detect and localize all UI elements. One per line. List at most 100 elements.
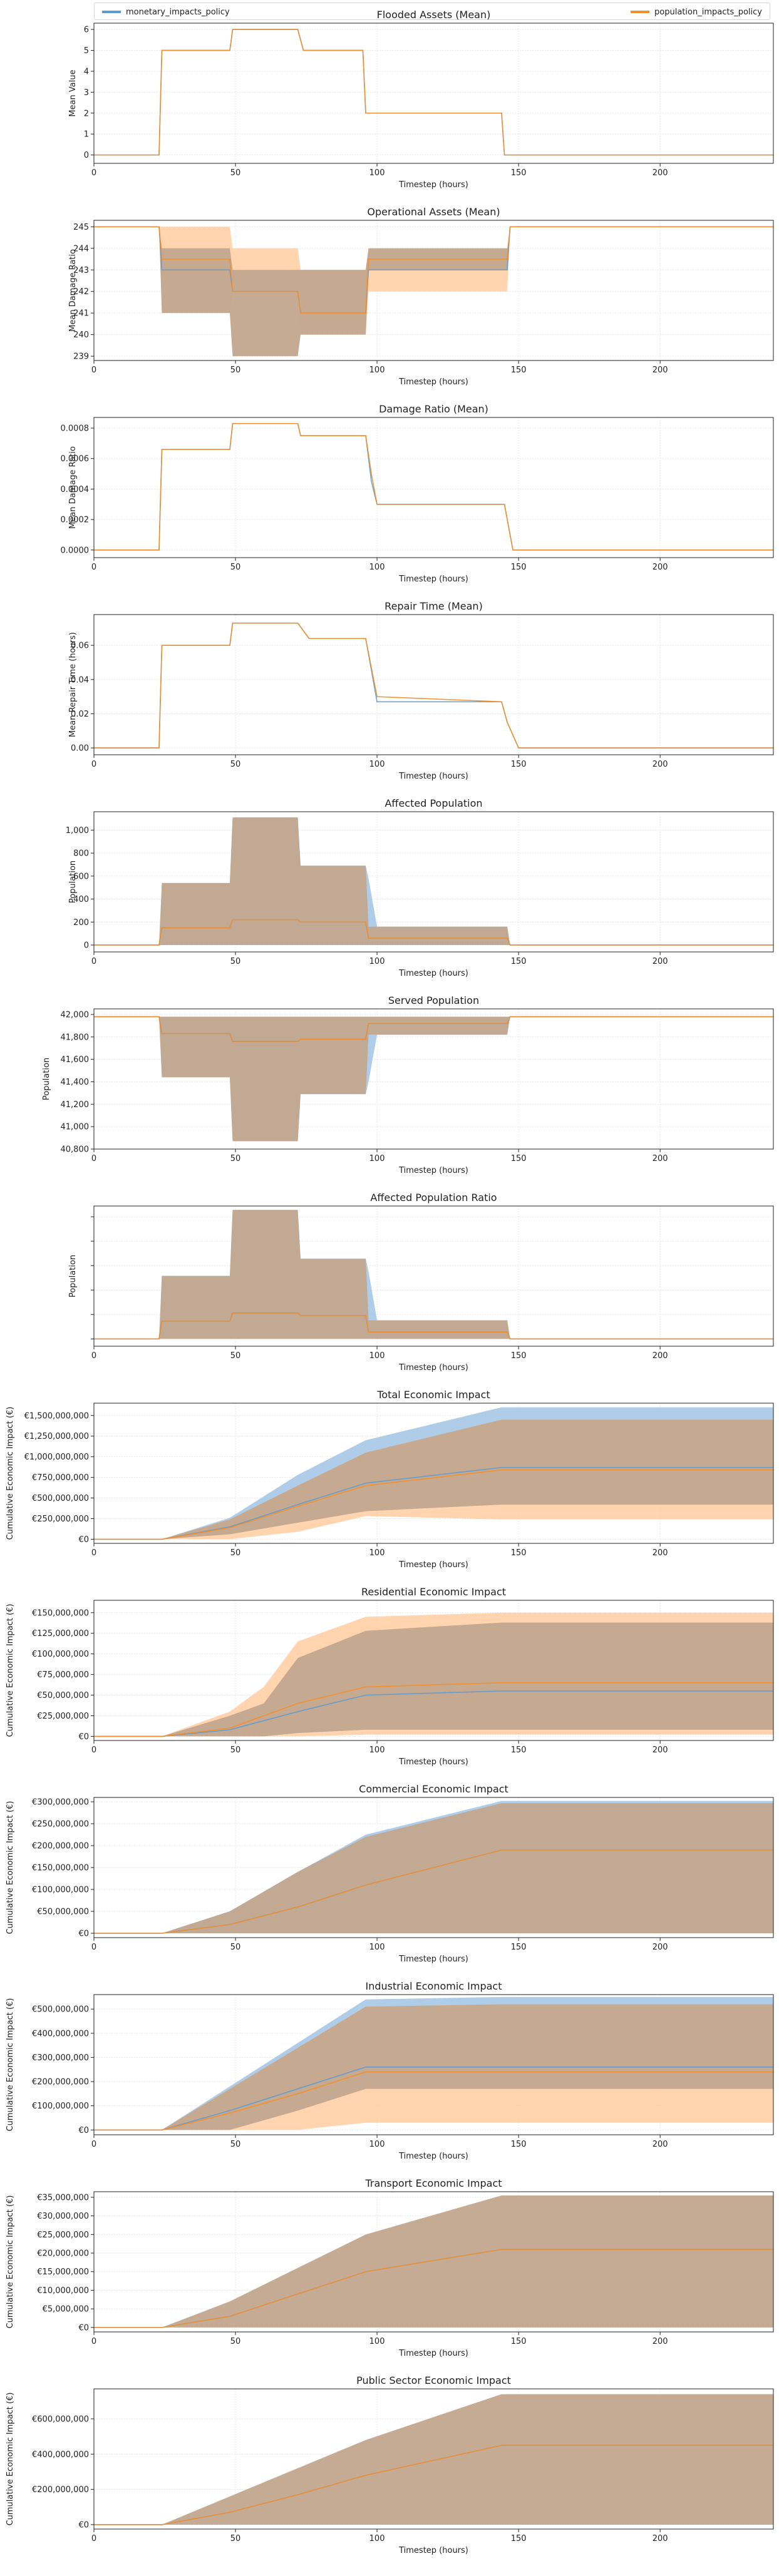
y-axis-label: Cumulative Economic Impact (€) — [6, 1604, 15, 1737]
x-axis-label: Timestep (hours) — [398, 180, 468, 190]
y-tick-label: 1 — [84, 130, 89, 140]
y-tick-label: €25,000,000 — [37, 1712, 89, 1721]
y-tick-label: 4 — [84, 67, 89, 76]
y-tick-label: €0 — [78, 1535, 89, 1545]
y-tick-label: €200,000,000 — [32, 2078, 89, 2087]
x-tick-label: 150 — [511, 1548, 527, 1558]
plot-area — [94, 417, 773, 558]
x-tick-label: 0 — [91, 168, 96, 178]
legend-label-population: population_impacts_policy — [654, 7, 762, 17]
y-axis-label: Cumulative Economic Impact (€) — [6, 1801, 15, 1935]
chart-title: Transport Economic Impact — [364, 2177, 502, 2189]
y-tick-label: €250,000,000 — [32, 1515, 89, 1524]
y-tick-label: 242 — [73, 287, 89, 297]
y-tick-label: €25,000,000 — [37, 2231, 89, 2240]
x-axis-label: Timestep (hours) — [398, 2152, 468, 2161]
y-tick-label: €1,250,000,000 — [24, 1432, 89, 1441]
x-tick-label: 150 — [511, 1745, 527, 1755]
x-tick-label: 100 — [369, 563, 385, 572]
x-tick-label: 150 — [511, 2140, 527, 2149]
band-overlap — [94, 1803, 773, 1933]
x-tick-label: 50 — [230, 168, 241, 178]
legend-swatch-population — [631, 11, 650, 13]
y-tick-label: 400 — [73, 895, 89, 904]
x-tick-label: 150 — [511, 2534, 527, 2543]
y-tick-label: €150,000,000 — [32, 1608, 89, 1618]
chart-2: Damage Ratio (Mean) 0 50 100 150 200 0.0000 0.0… — [61, 403, 774, 584]
y-tick-label: €100,000,000 — [32, 1650, 89, 1659]
chart-title: Served Population — [388, 994, 479, 1006]
y-tick-label: 243 — [73, 266, 89, 275]
x-axis-label: Timestep (hours) — [398, 377, 468, 387]
legend-item-monetary[interactable]: monetary_impacts_policy — [102, 6, 230, 18]
y-tick-label: €150,000,000 — [32, 1864, 89, 1873]
x-tick-label: 0 — [91, 1154, 96, 1163]
plot-frame — [93, 614, 774, 755]
y-tick-label: €125,000,000 — [32, 1629, 89, 1638]
y-axis-label: Cumulative Economic Impact (€) — [6, 1407, 15, 1540]
y-tick-label: 5 — [84, 46, 89, 56]
y-tick-label: €100,000,000 — [32, 2102, 89, 2111]
band-overlap — [94, 1210, 773, 1339]
plot-frame — [93, 1008, 774, 1150]
x-tick-label: 200 — [653, 760, 668, 769]
x-tick-label: 150 — [511, 957, 527, 966]
legend-item-population[interactable]: population_impacts_policy — [631, 6, 762, 18]
chart-12: Public Sector Economic Impact 0 50 100 150 20… — [6, 2374, 774, 2555]
x-tick-label: 100 — [369, 365, 385, 375]
y-tick-label: €500,000,000 — [32, 2005, 89, 2015]
series-line-population_impacts_policy — [94, 1469, 773, 1540]
y-tick-label: 0.0006 — [61, 454, 90, 464]
x-tick-label: 200 — [653, 2534, 668, 2543]
y-tick-label: 1,000 — [66, 826, 89, 836]
series-line-population_impacts_policy — [94, 422, 773, 551]
series-line-population_impacts_policy — [94, 226, 773, 314]
x-tick-label: 100 — [369, 2337, 385, 2346]
y-tick-label: 0.0008 — [61, 424, 90, 434]
y-tick-label: €100,000,000 — [32, 1886, 89, 1895]
x-tick-label: 150 — [511, 168, 527, 178]
x-tick-label: 0 — [91, 1943, 96, 1952]
y-tick-label: 3 — [84, 88, 89, 98]
x-tick-label: 200 — [653, 1154, 668, 1163]
plot-frame — [93, 2388, 774, 2530]
y-tick-label: 0.06 — [71, 641, 89, 651]
y-tick-label: €15,000,000 — [37, 2267, 89, 2277]
y-tick-label: 600 — [73, 872, 89, 881]
y-tick-label: €20,000,000 — [37, 2249, 89, 2259]
y-axis-label: Population — [68, 861, 78, 903]
y-tick-label: €600,000,000 — [32, 2415, 89, 2424]
chart-8: Residential Economic Impact 0 50 100 150 200 €… — [6, 1586, 774, 1767]
y-tick-label: 239 — [73, 352, 89, 362]
x-tick-label: 50 — [230, 2337, 241, 2346]
series-line-population_impacts_policy — [94, 2445, 773, 2525]
legend: monetary_impacts_policy population_impac… — [94, 3, 770, 20]
y-tick-label: 2 — [84, 109, 89, 118]
y-tick-label: 800 — [73, 849, 89, 859]
x-tick-label: 150 — [511, 563, 527, 572]
x-tick-label: 150 — [511, 760, 527, 769]
x-tick-label: 200 — [653, 1351, 668, 1361]
y-tick-label: 0.0004 — [61, 485, 90, 494]
y-tick-label: 41,400 — [61, 1078, 90, 1087]
series-line-population_impacts_policy — [94, 29, 773, 156]
y-tick-label: 200 — [73, 918, 89, 928]
x-tick-label: 100 — [369, 1745, 385, 1755]
y-axis-label: Cumulative Economic Impact (€) — [6, 2393, 15, 2526]
x-tick-label: 0 — [91, 2337, 96, 2346]
y-tick-label: 0 — [84, 941, 89, 950]
x-axis-label: Timestep (hours) — [398, 2546, 468, 2555]
band-population_impacts_policy — [94, 227, 773, 335]
plot-frame — [93, 23, 774, 164]
x-tick-label: 100 — [369, 1351, 385, 1361]
y-tick-label: €1,500,000,000 — [24, 1411, 89, 1421]
x-tick-label: 50 — [230, 1154, 241, 1163]
x-tick-label: 200 — [653, 1745, 668, 1755]
plot-frame — [93, 1403, 774, 1544]
y-axis-label: Cumulative Economic Impact (€) — [6, 2195, 15, 2329]
chart-title: Damage Ratio (Mean) — [379, 403, 488, 415]
band-overlap — [94, 1419, 773, 1540]
chart-title: Commercial Economic Impact — [359, 1783, 508, 1795]
y-tick-label: 41,000 — [61, 1123, 90, 1132]
chart-title: Industrial Economic Impact — [366, 1980, 502, 1992]
